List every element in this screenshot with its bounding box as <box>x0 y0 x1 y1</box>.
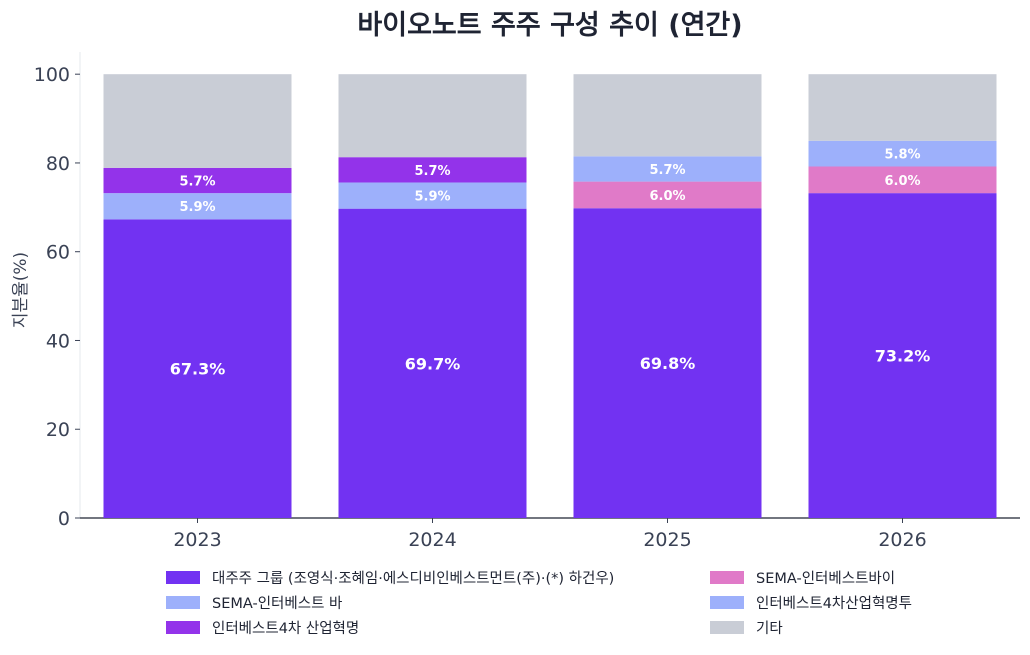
legend-label: SEMA-인터베스트바이 <box>756 570 895 587</box>
bar-segment <box>338 74 527 158</box>
data-label: 5.8% <box>884 148 920 163</box>
data-label: 5.9% <box>179 200 215 215</box>
bar-segment <box>808 166 997 194</box>
bar-segment <box>103 219 292 518</box>
data-label: 73.2% <box>875 347 931 366</box>
legend-swatch <box>166 621 200 634</box>
data-label: 69.7% <box>405 354 461 373</box>
x-tick-label: 2025 <box>643 529 691 551</box>
data-label: 67.3% <box>170 360 226 379</box>
bar-segment <box>573 74 762 157</box>
legend-label: 기타 <box>756 620 783 637</box>
bar-segment <box>808 74 997 141</box>
bar-segment <box>338 208 527 518</box>
bar-segment <box>573 181 762 209</box>
y-tick-label: 60 <box>46 242 70 264</box>
data-label: 6.0% <box>884 174 920 189</box>
bar-segment <box>103 74 292 168</box>
plot-area: 0 20 40 60 80 100 67.3% 5.9% 5.7% 2023 69.7% 5.9% 5.… <box>34 52 1020 551</box>
y-tick-label: 0 <box>58 508 70 530</box>
bar-segment <box>573 208 762 518</box>
y-axis-label: 지분율(%) <box>11 252 31 328</box>
bar-segment <box>338 157 527 183</box>
legend-swatch <box>710 571 744 584</box>
y-tick-label: 40 <box>46 330 70 352</box>
legend-swatch <box>166 571 200 584</box>
y-tick-label: 80 <box>46 153 70 175</box>
bar-segment <box>103 193 292 220</box>
data-label: 6.0% <box>649 189 685 204</box>
bar-segment <box>103 167 292 194</box>
legend-label: SEMA-인터베스트 바 <box>212 595 342 612</box>
y-tick-label: 100 <box>34 64 70 86</box>
bar-segment <box>808 140 997 167</box>
data-label: 5.7% <box>414 164 450 179</box>
x-tick-label: 2024 <box>408 529 456 551</box>
bar-segment <box>338 182 527 209</box>
legend: 대주주 그룹 (조영식·조혜임·에스디비인베스트먼트(주)·(*) 하건우) SE… <box>166 570 912 637</box>
legend-label: 인터베스트4차 산업혁명 <box>212 620 359 637</box>
legend-swatch <box>166 596 200 609</box>
data-label: 5.7% <box>179 174 215 189</box>
x-tick-label: 2026 <box>878 529 926 551</box>
chart-title: 바이오노트 주주 구성 추이 (연간) <box>357 10 742 41</box>
x-tick-label: 2023 <box>173 529 221 551</box>
data-label: 5.9% <box>414 190 450 205</box>
legend-label: 인터베스트4차산업혁명투 <box>756 595 912 612</box>
bar-segment <box>808 193 997 519</box>
legend-swatch <box>710 596 744 609</box>
data-label: 69.8% <box>640 354 696 373</box>
legend-swatch <box>710 621 744 634</box>
y-tick-label: 20 <box>46 419 70 441</box>
bar-segment <box>573 156 762 182</box>
data-label: 5.7% <box>649 163 685 178</box>
legend-label: 대주주 그룹 (조영식·조혜임·에스디비인베스트먼트(주)·(*) 하건우) <box>212 570 614 587</box>
